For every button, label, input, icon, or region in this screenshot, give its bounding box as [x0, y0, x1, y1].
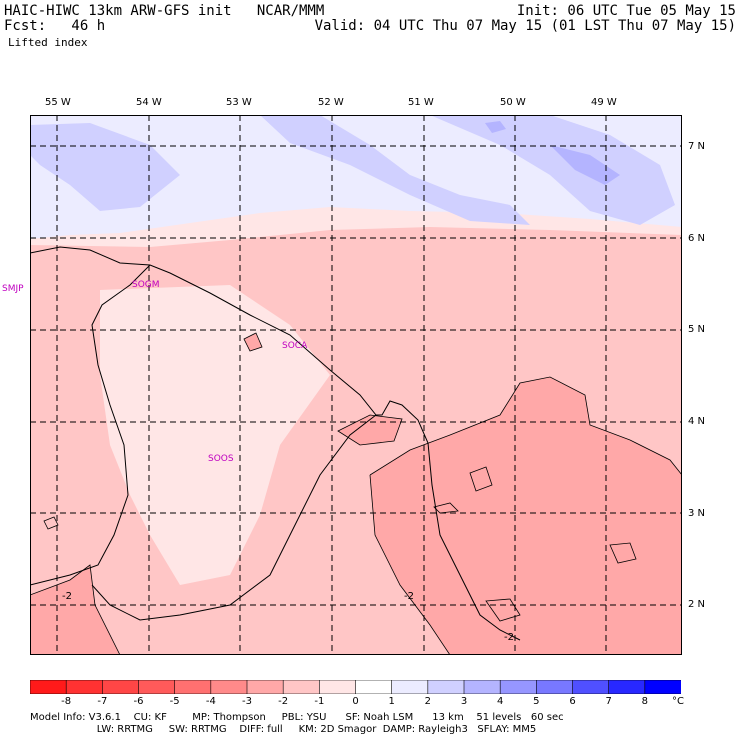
positive-li-streak [430, 115, 675, 225]
negative-li-patch [100, 285, 330, 585]
valid-time: Valid: 04 UTC Thu 07 May 15 (01 LST Thu … [314, 18, 736, 34]
colorbar-swatch [102, 680, 140, 694]
colorbar-tick-label: 6 [569, 696, 576, 707]
colorbar-unit: °C [672, 696, 684, 707]
lon-label-51w: 51 W [408, 97, 434, 108]
colorbar-tick-label: -7 [97, 696, 108, 707]
colorbar-tick-label: 2 [424, 696, 432, 707]
colorbar-tick-label: 8 [641, 696, 649, 707]
colorbar-swatch [138, 680, 176, 694]
colorbar-swatch [644, 680, 681, 694]
contour-label: -2 [404, 591, 414, 602]
lon-label-49w: 49 W [591, 97, 617, 108]
positive-li-streak [260, 115, 530, 225]
lon-label-52w: 52 W [318, 97, 344, 108]
colorbar-swatch [572, 680, 610, 694]
colorbar-swatch [608, 680, 646, 694]
lat-label-2n: 2 N [688, 599, 706, 610]
colorbar-swatch [210, 680, 248, 694]
colorbar-swatch [499, 680, 538, 694]
colorbar-swatch [30, 680, 67, 694]
lifted-index-map[interactable] [30, 115, 682, 655]
map-frame [30, 115, 682, 655]
colorbar-tick-label: 7 [605, 696, 612, 707]
li-contours [30, 332, 682, 655]
station-smjp: SMJP [2, 284, 24, 294]
colorbar-swatch [319, 680, 357, 694]
colorbar-tick-label: 4 [496, 696, 504, 707]
colorbar-swatch [355, 680, 393, 694]
colorbar-tick-label: 5 [533, 696, 540, 707]
colorbar-swatch [463, 680, 501, 694]
model-info-line2: LW: RRTMG SW: RRTMG DIFF: full KM: 2D Sm… [30, 724, 537, 735]
colorbar-swatch [282, 680, 321, 694]
lon-label-54w: 54 W [136, 97, 162, 108]
colorbar-swatch [174, 680, 212, 694]
colorbar-tick-label: -4 [205, 696, 216, 707]
positive-li-streak [30, 123, 180, 211]
positive-li-core [485, 121, 506, 133]
forecast-hour: Fcst: 46 h [4, 18, 106, 34]
station-sogm: SOGM [132, 280, 160, 290]
colorbar-swatch [391, 680, 429, 694]
model-info-line1: Model Info: V3.6.1 CU: KF MP: Thompson P… [30, 712, 564, 723]
contour-label: -2 [62, 591, 72, 602]
colorbar-tick-label: 0 [352, 696, 359, 707]
lat-label-3n: 3 N [688, 508, 706, 519]
colorbar-swatch [246, 680, 284, 694]
station-soca: SOCA [282, 341, 308, 351]
colorbar-tick-label: -1 [314, 696, 325, 707]
colorbar-tick-label: 1 [388, 696, 395, 707]
negative-li-core [370, 377, 682, 655]
colorbar-tick-label: -2 [278, 696, 289, 707]
colorbar-tick-label: -3 [242, 696, 252, 707]
station-soos: SOOS [208, 454, 234, 464]
colorbar-swatch [65, 680, 104, 694]
coastline [30, 246, 521, 641]
colorbar [30, 680, 681, 694]
colorbar-tick-label: -6 [133, 696, 144, 707]
colorbar-swatch [536, 680, 574, 694]
colorbar-tick-label: -5 [169, 696, 180, 707]
lat-label-7n: 7 N [688, 141, 706, 152]
lat-label-4n: 4 N [688, 416, 706, 427]
field-name: Lifted index [8, 36, 88, 49]
lat-label-6n: 6 N [688, 233, 706, 244]
model-title: HAIC-HIWC 13km ARW-GFS init NCAR/MMM [4, 3, 325, 19]
contour-label: -2 [504, 632, 514, 643]
colorbar-tick-label: -8 [61, 696, 72, 707]
colorbar-swatch [427, 680, 465, 694]
lon-label-53w: 53 W [226, 97, 252, 108]
lon-label-55w: 55 W [45, 97, 71, 108]
negative-li-core [30, 565, 120, 655]
lon-label-50w: 50 W [500, 97, 526, 108]
colorbar-tick-label: 3 [460, 696, 468, 707]
init-time: Init: 06 UTC Tue 05 May 15 [516, 3, 736, 19]
lat-label-5n: 5 N [688, 324, 706, 335]
positive-li-core [550, 145, 620, 185]
